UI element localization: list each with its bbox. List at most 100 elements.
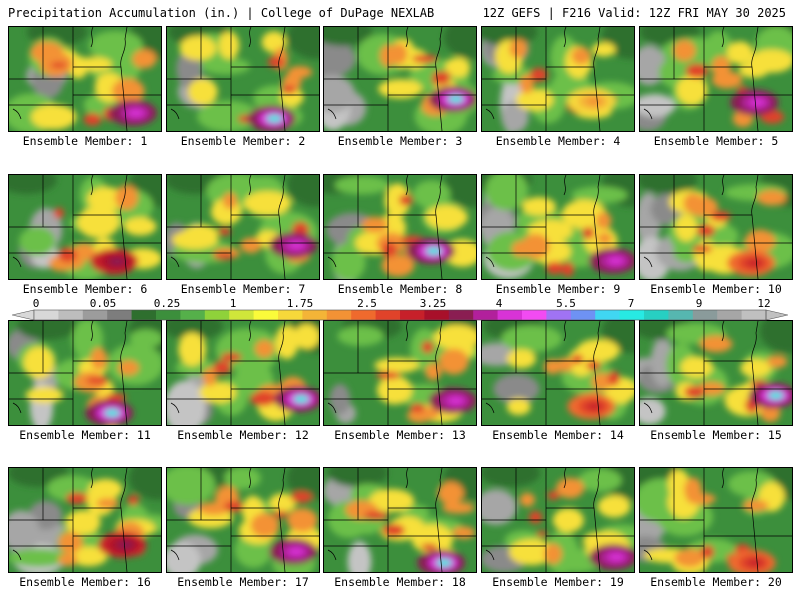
ensemble-map-7 bbox=[166, 174, 320, 280]
member-label: Ensemble Member: 16 bbox=[19, 575, 151, 589]
colorbar-tick: 7 bbox=[627, 297, 635, 310]
state-boundaries bbox=[482, 27, 634, 131]
ensemble-map-14 bbox=[481, 320, 635, 426]
colorbar-swatch bbox=[204, 310, 230, 320]
model-run-info: 12Z GEFS | F216 Valid: 12Z FRI MAY 30 20… bbox=[482, 6, 786, 20]
colorbar-swatch bbox=[570, 310, 596, 320]
colorbar-tick: 2.5 bbox=[357, 297, 377, 310]
member-label: Ensemble Member: 14 bbox=[492, 428, 624, 442]
state-boundaries bbox=[324, 468, 476, 572]
member-label: Ensemble Member: 19 bbox=[492, 575, 624, 589]
member-label: Ensemble Member: 1 bbox=[22, 134, 148, 148]
state-boundaries bbox=[640, 175, 792, 279]
member-label: Ensemble Member: 2 bbox=[180, 134, 306, 148]
member-label: Ensemble Member: 3 bbox=[337, 134, 463, 148]
state-boundaries bbox=[167, 27, 319, 131]
colorbar-swatch bbox=[595, 310, 621, 320]
colorbar-min-arrow bbox=[12, 309, 35, 321]
member-label: Ensemble Member: 10 bbox=[650, 282, 782, 296]
member-label: Ensemble Member: 13 bbox=[334, 428, 466, 442]
state-boundaries bbox=[167, 321, 319, 425]
colorbar-tick: 12 bbox=[757, 297, 771, 310]
state-boundaries bbox=[9, 468, 161, 572]
state-boundaries bbox=[640, 321, 792, 425]
member-label: Ensemble Member: 17 bbox=[177, 575, 309, 589]
ensemble-map-16 bbox=[8, 467, 162, 573]
colorbar-tick: 3.25 bbox=[419, 297, 447, 310]
colorbar-swatch bbox=[82, 310, 108, 320]
colorbar-tick: 1.75 bbox=[286, 297, 314, 310]
colorbar-swatch bbox=[180, 310, 206, 320]
state-boundaries bbox=[482, 321, 634, 425]
colorbar-tick: 5.5 bbox=[556, 297, 576, 310]
ensemble-map-8 bbox=[323, 174, 477, 280]
colorbar-swatch bbox=[400, 310, 425, 320]
ensemble-map-17 bbox=[166, 467, 320, 573]
ensemble-map-13 bbox=[323, 320, 477, 426]
colorbar-swatch bbox=[253, 310, 279, 320]
colorbar-swatch bbox=[302, 310, 328, 320]
state-boundaries bbox=[9, 175, 161, 279]
ensemble-map-10 bbox=[639, 174, 793, 280]
colorbar-tick: 0 bbox=[32, 297, 40, 310]
member-label: Ensemble Member: 8 bbox=[337, 282, 463, 296]
colorbar-swatch bbox=[375, 310, 401, 320]
ensemble-map-3 bbox=[323, 26, 477, 132]
colorbar-swatch bbox=[497, 310, 523, 320]
member-label: Ensemble Member: 5 bbox=[653, 134, 779, 148]
colorbar-swatch bbox=[522, 310, 547, 320]
member-label: Ensemble Member: 20 bbox=[650, 575, 782, 589]
state-boundaries bbox=[9, 27, 161, 131]
state-boundaries bbox=[9, 321, 161, 425]
ensemble-map-1 bbox=[8, 26, 162, 132]
member-label: Ensemble Member: 7 bbox=[180, 282, 306, 296]
state-boundaries bbox=[324, 321, 476, 425]
colorbar-swatch bbox=[644, 310, 669, 320]
page-title: Precipitation Accumulation (in.) | Colle… bbox=[8, 6, 435, 20]
precipitation-colorbar bbox=[12, 309, 788, 321]
colorbar-swatch bbox=[156, 310, 181, 320]
ensemble-map-11 bbox=[8, 320, 162, 426]
state-boundaries bbox=[482, 175, 634, 279]
member-label: Ensemble Member: 11 bbox=[19, 428, 151, 442]
colorbar-swatch bbox=[717, 310, 743, 320]
ensemble-map-9 bbox=[481, 174, 635, 280]
member-label: Ensemble Member: 6 bbox=[22, 282, 148, 296]
colorbar-swatch bbox=[326, 310, 352, 320]
state-boundaries bbox=[640, 27, 792, 131]
ensemble-map-6 bbox=[8, 174, 162, 280]
colorbar-swatch bbox=[473, 310, 499, 320]
colorbar-swatch bbox=[448, 310, 474, 320]
colorbar-swatch bbox=[741, 310, 767, 320]
state-boundaries bbox=[640, 468, 792, 572]
colorbar-swatch bbox=[351, 310, 377, 320]
member-label: Ensemble Member: 4 bbox=[495, 134, 621, 148]
colorbar-swatch bbox=[131, 310, 157, 320]
colorbar-swatch bbox=[692, 310, 718, 320]
colorbar-swatch bbox=[34, 310, 59, 320]
ensemble-map-12 bbox=[166, 320, 320, 426]
colorbar-swatch bbox=[424, 310, 450, 320]
ensemble-map-18 bbox=[323, 467, 477, 573]
colorbar-swatch bbox=[668, 310, 694, 320]
colorbar-tick: 1 bbox=[229, 297, 237, 310]
member-label: Ensemble Member: 9 bbox=[495, 282, 621, 296]
state-boundaries bbox=[482, 468, 634, 572]
state-boundaries bbox=[324, 175, 476, 279]
ensemble-map-2 bbox=[166, 26, 320, 132]
member-label: Ensemble Member: 15 bbox=[650, 428, 782, 442]
colorbar-swatch bbox=[546, 310, 572, 320]
colorbar-max-arrow bbox=[765, 309, 788, 321]
state-boundaries bbox=[167, 468, 319, 572]
member-label: Ensemble Member: 12 bbox=[177, 428, 309, 442]
ensemble-map-20 bbox=[639, 467, 793, 573]
colorbar-tick: 0.25 bbox=[153, 297, 181, 310]
colorbar-swatch bbox=[58, 310, 84, 320]
ensemble-map-15 bbox=[639, 320, 793, 426]
state-boundaries bbox=[324, 27, 476, 131]
state-boundaries bbox=[167, 175, 319, 279]
colorbar-tick: 9 bbox=[695, 297, 703, 310]
colorbar-swatch bbox=[107, 310, 133, 320]
colorbar-swatch bbox=[229, 310, 255, 320]
member-label: Ensemble Member: 18 bbox=[334, 575, 466, 589]
